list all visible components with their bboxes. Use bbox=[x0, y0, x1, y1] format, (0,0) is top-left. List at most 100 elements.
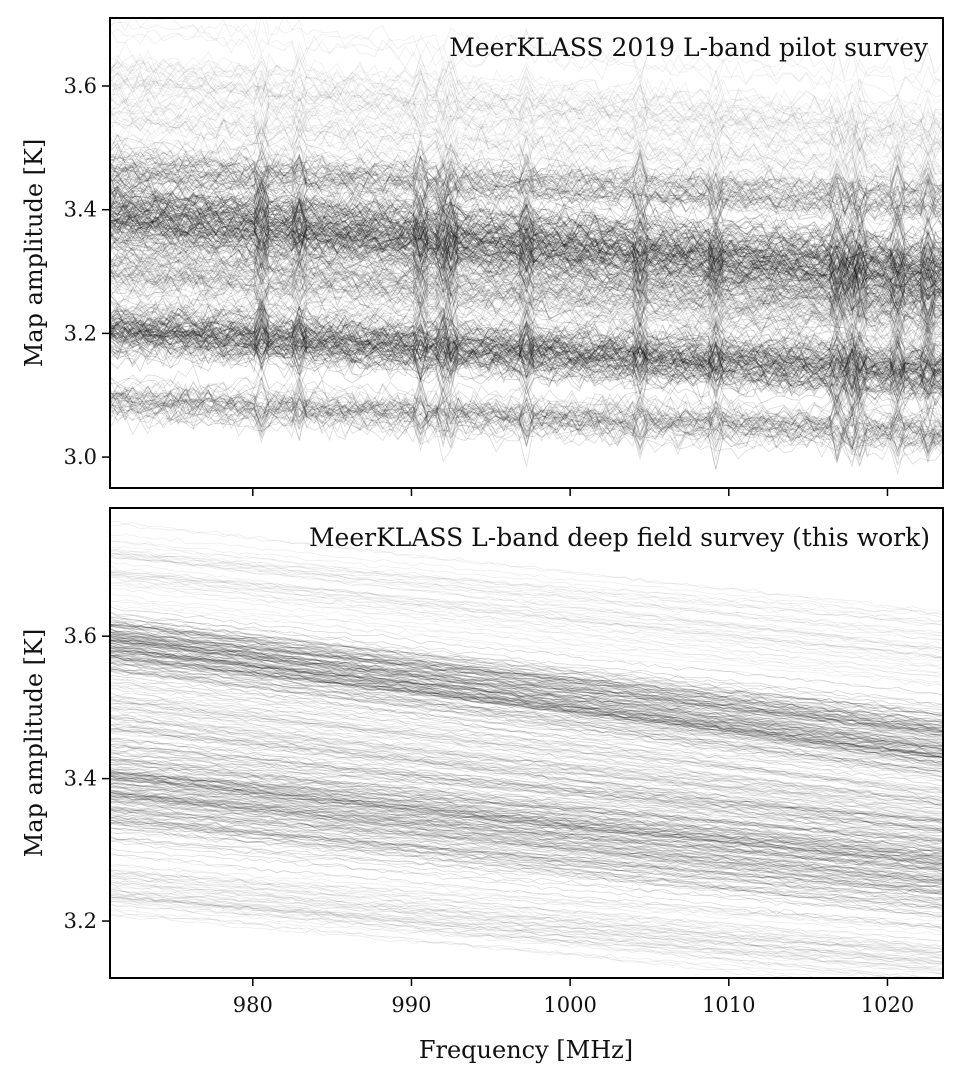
spectrum-line bbox=[110, 61, 943, 134]
spectrum-line bbox=[110, 325, 943, 402]
spectrum-line bbox=[110, 767, 943, 853]
spectrum-line bbox=[110, 624, 943, 727]
spectrum-line bbox=[110, 313, 943, 384]
spectrum-line bbox=[110, 149, 943, 229]
spectrum-line bbox=[110, 313, 943, 388]
spectrum-line bbox=[110, 660, 943, 752]
spectrum-line bbox=[110, 155, 943, 229]
spectrum-line bbox=[110, 200, 943, 290]
spectrum-line bbox=[110, 393, 943, 452]
spectrum-line bbox=[110, 564, 943, 659]
spectrum-line bbox=[110, 256, 943, 344]
spectrum-line bbox=[110, 685, 943, 795]
spectrum-line bbox=[110, 96, 943, 173]
spectrum-line bbox=[110, 784, 943, 860]
spectrum-line bbox=[110, 93, 943, 158]
spectrum-line bbox=[110, 164, 943, 242]
spectrum-line bbox=[110, 574, 943, 670]
spectrum-line bbox=[110, 99, 943, 184]
spectrum-line bbox=[110, 319, 943, 387]
spectrum-line bbox=[110, 156, 943, 236]
spectrum-line bbox=[110, 205, 943, 289]
spectrum-line bbox=[110, 662, 943, 773]
spectrum-line bbox=[110, 744, 943, 821]
spectrum-line bbox=[110, 204, 943, 275]
spectrum-line bbox=[110, 246, 943, 327]
spectrum-line bbox=[110, 805, 943, 883]
spectrum-line bbox=[110, 289, 943, 384]
spectrum-line bbox=[110, 778, 943, 855]
spectrum-line bbox=[110, 688, 943, 789]
spectrum-line bbox=[110, 71, 943, 165]
spectrum-line bbox=[110, 161, 943, 238]
spectrum-line bbox=[110, 821, 943, 887]
spectrum-line bbox=[110, 211, 943, 303]
spectrum-line bbox=[110, 155, 943, 231]
spectrum-line bbox=[110, 292, 943, 356]
spectrum-line bbox=[110, 197, 943, 277]
spectrum-line bbox=[110, 729, 943, 832]
spectrum-line bbox=[110, 90, 943, 167]
spectrum-line bbox=[110, 772, 943, 848]
spectrum-line bbox=[110, 795, 943, 872]
spectrum-line bbox=[110, 791, 943, 863]
spectrum-line bbox=[110, 794, 943, 873]
spectrum-line bbox=[110, 237, 943, 321]
spectrum-line bbox=[110, 383, 943, 456]
spectrum-line bbox=[110, 303, 943, 373]
spectrum-line bbox=[110, 281, 943, 361]
spectrum-line bbox=[110, 667, 943, 758]
y-tick-label: 3.2 bbox=[64, 321, 97, 345]
spectrum-line bbox=[110, 546, 943, 627]
spectrum-line bbox=[110, 772, 943, 840]
spectrum-line bbox=[110, 699, 943, 797]
spectrum-line bbox=[110, 728, 943, 842]
y-tick-label: 3.0 bbox=[64, 445, 97, 469]
spectrum-line bbox=[110, 706, 943, 806]
spectrum-line bbox=[110, 261, 943, 340]
spectrum-line bbox=[110, 210, 943, 276]
spectrum-line bbox=[110, 758, 943, 837]
spectrum-line bbox=[110, 628, 943, 734]
spectrum-line bbox=[110, 316, 943, 376]
spectrum-line bbox=[110, 651, 943, 758]
spectrum-line bbox=[110, 237, 943, 329]
spectrum-line bbox=[110, 699, 943, 782]
spectrum-line bbox=[110, 724, 943, 813]
spectrum-line bbox=[110, 219, 943, 297]
spectrum-line bbox=[110, 809, 943, 884]
spectrum-line bbox=[110, 879, 943, 950]
spectrum-line bbox=[110, 669, 943, 761]
spectrum-line bbox=[110, 774, 943, 876]
spectrum-line bbox=[110, 395, 943, 467]
spectrum-line bbox=[110, 801, 943, 881]
spectrum-line bbox=[110, 251, 943, 328]
spectrum-line bbox=[110, 717, 943, 830]
spectrum-line bbox=[110, 328, 943, 401]
spectrum-line bbox=[110, 668, 943, 799]
spectrum-line bbox=[110, 301, 943, 386]
spectrum-line bbox=[110, 135, 943, 208]
spectrum-line bbox=[110, 317, 943, 385]
spectrum-line bbox=[110, 254, 943, 331]
spectrum-line bbox=[110, 235, 943, 311]
spectrum-line bbox=[110, 288, 943, 366]
spectrum-line bbox=[110, 649, 943, 759]
spectrum-line bbox=[110, 852, 943, 930]
spectrum-line bbox=[110, 378, 943, 464]
spectrum-line bbox=[110, 161, 943, 215]
spectrum-line bbox=[110, 380, 943, 461]
spectrum-line bbox=[110, 679, 943, 770]
spectrum-line bbox=[110, 892, 943, 960]
spectrum-line bbox=[110, 668, 943, 766]
spectrum-line bbox=[110, 162, 943, 225]
spectrum-line bbox=[110, 835, 943, 912]
spectrum-line bbox=[110, 766, 943, 843]
spectrum-line bbox=[110, 720, 943, 798]
spectrum-line bbox=[110, 623, 943, 706]
spectrum-line bbox=[110, 727, 943, 814]
spectrum-line bbox=[110, 642, 943, 766]
spectrum-line bbox=[110, 189, 943, 275]
spectrum-line bbox=[110, 548, 943, 649]
spectrum-line bbox=[110, 555, 943, 652]
